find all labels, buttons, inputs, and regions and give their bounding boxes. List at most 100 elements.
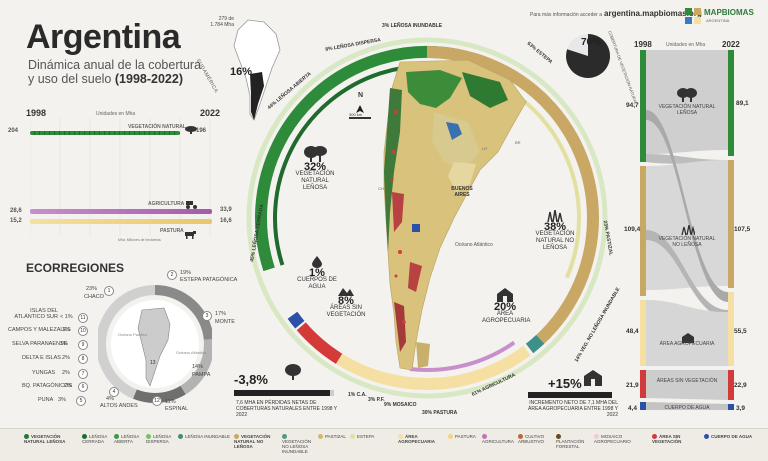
series-agri-end: 33,9 — [220, 207, 232, 213]
sankey-row2-end: 107,5 — [734, 226, 750, 233]
forest-icon — [303, 146, 327, 162]
stat-agro-label: ÁREA AGROPECUARIA — [482, 311, 528, 325]
ring-label-pf: 3% P.F. — [368, 397, 385, 403]
eco-label-11: ISLAS DEL ATLÁNTICO SUR — [8, 308, 58, 320]
stat-no-lenosa-label: VEGETACIÓN NATURAL NO LEÑOSA — [530, 231, 580, 252]
stat-lenosa: 32% VEGETACIÓN NATURAL LEÑOSA — [290, 146, 340, 192]
legend-label: PASTURA — [455, 434, 476, 439]
sankey-row4-label: ÁREAS SIN VEGETACIÓN — [656, 378, 718, 384]
eco-atlantic-label: Océano Atlántico — [176, 350, 206, 355]
eco-num-7: 7 — [78, 369, 88, 379]
ecoregions-title: ECORREGIONES — [26, 261, 124, 275]
legend-label: PASTIZAL — [325, 434, 346, 439]
sankey-row4-start: 21,9 — [626, 382, 639, 389]
brand-name: MAPBIOMAS — [704, 8, 754, 17]
eco-label-7: YUNGAS — [32, 370, 55, 376]
sankey-row5-end: 3,9 — [736, 405, 745, 412]
tractor-icon — [184, 196, 198, 205]
legend-item: VEGETACIÓN NATURAL LEÑOSA — [24, 434, 78, 444]
linechart-footnote: Mha: Millones de hectáreas — [118, 238, 161, 242]
legend-item: ÁREA AGROPECUARIA — [398, 434, 444, 444]
loss-number: -3,8 — [234, 372, 256, 387]
page-title: Argentina — [26, 18, 180, 57]
eco-pacific-label: Océano Pacífico — [118, 332, 147, 337]
cow-icon — [184, 226, 196, 234]
argentina-map — [350, 52, 540, 382]
legend-item: ÁREA SIN VEGETACIÓN — [652, 434, 700, 444]
barn-icon — [495, 288, 515, 302]
map-country-bo: BO — [415, 70, 421, 75]
ring-label-mosaico: 9% MOSAICO — [384, 402, 417, 408]
legend-label: AGRICULTURA — [482, 439, 514, 444]
eco-pct-12: 11% — [165, 399, 176, 405]
series-natural-start: 204 — [8, 128, 18, 134]
eco-num-10: 10 — [78, 326, 88, 336]
eco-label-4: ALTOS ANDES — [100, 403, 138, 409]
legend-label: VEGETACIÓN NO LEÑOSA INUNDABLE — [282, 439, 311, 454]
eco-pct-13: 14% — [192, 364, 203, 370]
gain-number: +15 — [548, 376, 570, 391]
eco-pct-7: 2% — [62, 370, 70, 376]
linechart-start-year: 1998 — [26, 108, 46, 118]
sankey-units: Unidades en Mha — [666, 42, 705, 48]
eco-num-8: 8 — [78, 354, 88, 364]
coverage-pct: 70% — [581, 37, 601, 48]
north-arrow-icon — [356, 100, 364, 108]
legend-label: ESTEPA — [357, 434, 374, 439]
sankey-row5-start: 4,4 — [628, 405, 637, 412]
sankey-row2-start: 109,4 — [624, 226, 640, 233]
sankey-start-year: 1998 — [634, 40, 652, 49]
legend-item: AGRICULTURA — [482, 434, 514, 444]
series-agri-name: AGRICULTURA — [148, 201, 184, 207]
eco-pct-4: 4% — [106, 396, 114, 402]
map-country-uy: UY — [482, 146, 488, 151]
sankey-row3-end: 55,5 — [734, 328, 747, 335]
sankey-barn-icon — [681, 330, 695, 340]
eco-label-13: PAMPA — [192, 372, 210, 378]
legend-label: VEGETACIÓN NATURAL LEÑOSA — [24, 434, 65, 444]
subtitle-years: (1998-2022) — [115, 72, 183, 86]
eco-map-13: 13 — [150, 360, 156, 366]
series-agri-start: 28,6 — [10, 208, 22, 214]
legend-label: MOSAICO AGROPECUARIO — [594, 434, 631, 444]
tree-icon — [185, 121, 197, 129]
ring-label-pastura: 30% PASTURA — [422, 410, 457, 416]
legend-swatch — [318, 434, 323, 439]
eco-label-12: ESPINAL — [165, 406, 188, 412]
eco-pct-3: 17% — [215, 311, 226, 317]
series-natural-bar — [30, 131, 180, 135]
loss-unit: % — [256, 372, 268, 387]
legend-label: PLANTACIÓN FORESTAL — [556, 439, 584, 449]
eco-pct-11: < 1% — [60, 314, 73, 320]
map-country-py: PY — [470, 92, 475, 97]
legend-item: PASTIZAL — [318, 434, 346, 439]
legend-swatch — [448, 434, 453, 439]
eco-num-3: 3 — [202, 311, 212, 321]
legend-item: LEÑOSA INUNDABLE — [178, 434, 230, 439]
eco-pct-2: 19% — [180, 270, 191, 276]
loss-bar-fill — [234, 390, 330, 396]
sankey-row1-end: 89,1 — [736, 100, 749, 107]
gain-unit: % — [570, 376, 582, 391]
legend-item: LEÑOSA ABIERTA — [114, 434, 142, 444]
series-natural-end: 196 — [196, 128, 206, 134]
stat-sin-veg-label: ÁREAS SIN VEGETACIÓN — [326, 305, 366, 319]
legend-item: PASTURA — [448, 434, 478, 439]
eco-label-8: DELTA E ISLAS — [22, 355, 61, 361]
series-pastura-name: PASTURA — [160, 228, 184, 234]
stat-sin-veg: 8% ÁREAS SIN VEGETACIÓN — [326, 286, 366, 319]
linechart-end-year: 2022 — [200, 108, 220, 118]
map-country-br: BR — [515, 140, 521, 145]
gain-value: +15% — [548, 376, 582, 391]
stat-lenosa-pct: 32% — [290, 164, 340, 171]
eco-num-5: 5 — [76, 396, 86, 406]
deforestation-icon — [284, 364, 302, 380]
eco-num-12: 12 — [152, 396, 162, 406]
loss-value: -3,8% — [234, 372, 268, 387]
eco-num-6: 6 — [78, 382, 88, 392]
legend-label: CUERPO DE AGUA — [711, 434, 752, 439]
more-info-text: Para más información acceder a — [530, 12, 602, 18]
map-scale-bar — [349, 117, 371, 119]
sankey-row1-start: 94,7 — [626, 102, 639, 109]
eco-label-3: MONTE — [215, 319, 235, 325]
